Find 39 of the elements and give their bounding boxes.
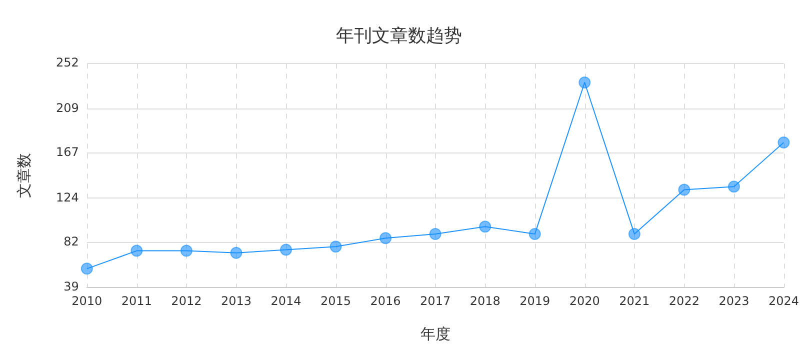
x-tick-label: 2022 xyxy=(668,294,700,308)
x-tick-label: 2016 xyxy=(370,294,401,308)
y-tick-label: 209 xyxy=(56,100,79,115)
point xyxy=(528,228,541,240)
x-tick-label: 2010 xyxy=(72,294,102,308)
point xyxy=(180,244,192,257)
x-tick-label: 2011 xyxy=(121,294,152,308)
point xyxy=(678,184,690,196)
y-tick-label: 124 xyxy=(56,190,79,204)
x-tick-label: 2020 xyxy=(569,294,600,308)
point xyxy=(728,180,740,193)
point xyxy=(280,244,292,256)
point xyxy=(80,262,93,275)
x-tick-label: 2019 xyxy=(520,294,550,308)
point xyxy=(628,228,640,240)
x-tick-label: 2023 xyxy=(718,294,750,308)
x-tick-label: 2012 xyxy=(171,294,202,308)
point xyxy=(380,232,392,244)
point xyxy=(778,136,790,148)
x-tick-label: 2014 xyxy=(270,294,302,308)
y-tick-label: 39 xyxy=(64,280,79,294)
point xyxy=(130,244,143,257)
x-tick-label: 2021 xyxy=(619,294,650,308)
point xyxy=(429,228,442,240)
x-axis-title: 年度 xyxy=(420,324,450,343)
point xyxy=(578,76,591,89)
x-tick-label: 2017 xyxy=(420,294,451,308)
y-tick-label: 82 xyxy=(64,234,79,249)
y-tick-label: 167 xyxy=(56,145,79,160)
y-tick-label: 252 xyxy=(56,56,79,70)
x-tick-label: 2013 xyxy=(220,294,252,308)
point xyxy=(230,246,242,259)
x-tick-label: 2015 xyxy=(320,294,352,308)
y-axis-title: 文章数 xyxy=(14,153,33,198)
x-tick-label: 2018 xyxy=(470,294,500,308)
point xyxy=(479,220,492,233)
point xyxy=(330,240,342,253)
chart-title: 年刊文章数趋势 xyxy=(336,25,462,46)
x-tick-label: 2024 xyxy=(768,294,800,308)
